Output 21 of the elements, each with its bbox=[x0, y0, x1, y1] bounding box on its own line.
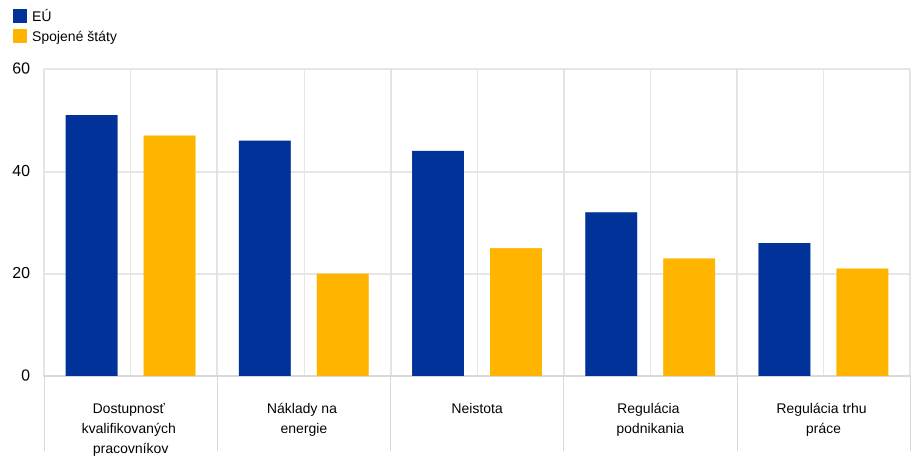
y-tick-label: 20 bbox=[12, 265, 30, 282]
bar bbox=[758, 242, 810, 376]
bar bbox=[585, 212, 638, 376]
x-tick-label: Regulácia trhu práce bbox=[776, 400, 870, 436]
y-tick-label: 0 bbox=[21, 368, 30, 384]
bar bbox=[144, 136, 196, 376]
x-tick-label: Dostupnosť kvalifikovaných pracovníkov bbox=[82, 400, 180, 456]
bar bbox=[836, 268, 888, 376]
bar bbox=[663, 258, 716, 376]
legend-label: EÚ bbox=[32, 8, 52, 24]
bar bbox=[316, 274, 369, 376]
x-tick-label: Náklady na energie bbox=[266, 400, 341, 436]
x-tick-label: Neistota bbox=[451, 400, 503, 416]
y-tick-label: 60 bbox=[12, 60, 30, 78]
bar bbox=[490, 248, 542, 376]
bar bbox=[238, 140, 291, 376]
bar bbox=[412, 150, 464, 376]
legend-label: Spojené štáty bbox=[32, 28, 117, 44]
bar bbox=[66, 115, 118, 376]
x-tick-label: Regulácia podnikania bbox=[616, 400, 684, 436]
y-tick-label: 40 bbox=[12, 162, 30, 180]
